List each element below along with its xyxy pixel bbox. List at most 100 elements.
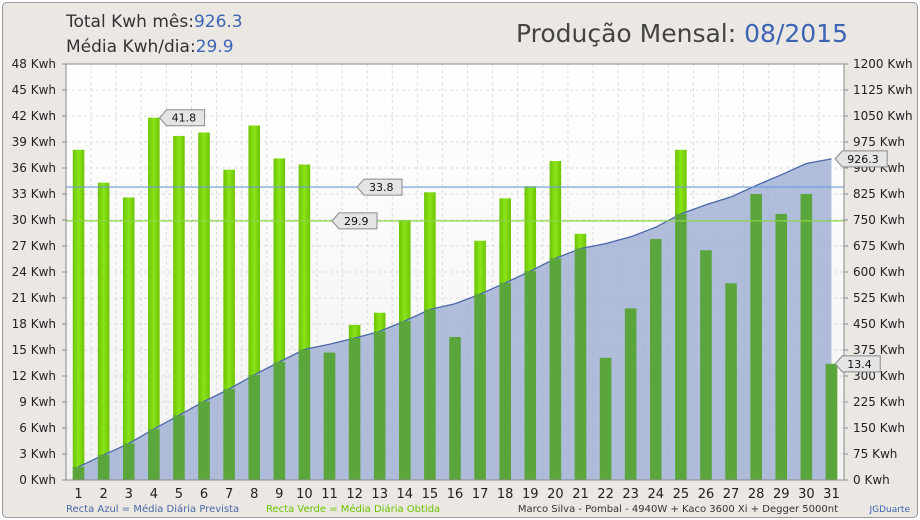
bar-inside-area-day-12 xyxy=(348,338,361,480)
callout-day-31: 13.4 xyxy=(834,355,881,373)
x-tick-label-2: 2 xyxy=(100,487,108,502)
total-kwh-value: 926.3 xyxy=(193,12,243,32)
y-right-tick-label: 975 Kwh xyxy=(853,135,905,149)
bar-inside-area-day-18 xyxy=(499,282,511,480)
y-right-tick-label: 1200 Kwh xyxy=(853,57,913,71)
callout-cumulative-total: 926.3 xyxy=(834,150,888,168)
y-left-tick-label: 18 Kwh xyxy=(12,317,56,331)
y-right-tick-label: 1050 Kwh xyxy=(853,109,913,123)
bar-day-8 xyxy=(248,125,260,481)
bar-inside-area-day-21 xyxy=(574,248,587,480)
x-tick-label-5: 5 xyxy=(175,487,183,502)
bar-inside-area-day-15 xyxy=(424,309,436,480)
bar-day-9 xyxy=(273,158,286,480)
bar-day-1 xyxy=(72,149,85,481)
bar-inside-area-day-27 xyxy=(725,283,737,480)
bars-inside-area xyxy=(72,194,838,480)
legend-blue-line: Recta Azul = Média Diária Prevista xyxy=(66,503,239,515)
bar-day-3 xyxy=(122,197,135,480)
x-tick-label-10: 10 xyxy=(296,487,313,502)
x-tick-label-4: 4 xyxy=(150,487,158,502)
callout-cumulative-total-text: 926.3 xyxy=(847,153,879,166)
bar-inside-area-day-9 xyxy=(273,361,286,480)
x-tick-label-20: 20 xyxy=(547,487,564,502)
x-tick-label-6: 6 xyxy=(200,487,208,502)
bar-day-5 xyxy=(173,135,185,480)
y-left-tick-label: 9 Kwh xyxy=(19,395,56,409)
reference-label-green-text: 29.9 xyxy=(344,215,369,228)
bar-inside-area-day-14 xyxy=(399,320,411,480)
x-tick-label-14: 14 xyxy=(397,487,414,502)
y-left-tick-label: 42 Kwh xyxy=(12,109,56,123)
bar-inside-area-day-22 xyxy=(599,357,612,480)
bar-inside-area-day-23 xyxy=(624,308,637,480)
bar-inside-area-day-8 xyxy=(248,374,260,480)
bar-inside-area-day-16 xyxy=(449,337,461,480)
bar-inside-area-day-20 xyxy=(549,258,562,480)
y-right-tick-label: 750 Kwh xyxy=(853,213,905,227)
y-left-tick-label: 15 Kwh xyxy=(12,343,56,357)
x-tick-label-28: 28 xyxy=(748,487,765,502)
x-tick-label-21: 21 xyxy=(572,487,589,502)
y-left-tick-label: 48 Kwh xyxy=(12,57,56,71)
bar-inside-area-day-1 xyxy=(72,466,85,480)
system-info: Marco Silva - Pombal - 4940W + Kaco 3600… xyxy=(518,504,838,515)
value-callouts: 41.8 13.4 926.3 xyxy=(158,109,888,373)
total-kwh-row: Total Kwh mês:926.3 xyxy=(66,12,243,32)
x-tick-label-24: 24 xyxy=(648,487,665,502)
title-label: Produção Mensal: xyxy=(515,19,737,48)
callout-day-31-text: 13.4 xyxy=(847,358,872,371)
bar-inside-area-day-28 xyxy=(750,194,762,480)
callout-day-4: 41.8 xyxy=(158,109,206,127)
bar-day-2 xyxy=(97,182,110,480)
reference-label-green: 29.9 xyxy=(331,212,378,230)
y-right-tick-label: 525 Kwh xyxy=(853,291,905,305)
credit: JGDuarte xyxy=(868,505,910,515)
callout-day-4-box xyxy=(158,109,206,127)
y-left-tick-label: 6 Kwh xyxy=(19,421,56,435)
callout-day-4-text: 41.8 xyxy=(172,112,197,125)
reference-label-green-box xyxy=(331,212,378,230)
x-tick-label-18: 18 xyxy=(497,487,514,502)
y-right-tick-label: 225 Kwh xyxy=(853,395,905,409)
y-left-tick-label: 36 Kwh xyxy=(12,161,56,175)
y-right-tick-label: 75 Kwh xyxy=(853,447,897,461)
callout-day-31-box xyxy=(834,355,881,373)
x-tick-label-3: 3 xyxy=(125,487,133,502)
y-left-tick-label: 24 Kwh xyxy=(12,265,56,279)
bar-inside-area-day-10 xyxy=(298,349,311,480)
bar-inside-area-day-19 xyxy=(524,271,537,480)
bar-inside-area-day-29 xyxy=(775,213,788,480)
y-left-tick-label: 27 Kwh xyxy=(12,239,56,253)
reference-label-blue: 33.8 xyxy=(356,178,403,196)
bar-inside-area-day-24 xyxy=(650,239,662,480)
x-tick-label-29: 29 xyxy=(773,487,790,502)
y-left-tick-label: 0 Kwh xyxy=(19,473,56,487)
reference-label-blue-box xyxy=(356,178,403,196)
x-tick-label-22: 22 xyxy=(597,487,614,502)
bar-inside-area-day-5 xyxy=(173,415,185,480)
y-left-tick-label: 3 Kwh xyxy=(19,447,56,461)
y-right-tick-label: 1125 Kwh xyxy=(853,83,913,97)
y-axis-right: 0 Kwh 75 Kwh 150 Kwh 225 Kwh 300 Kwh 375 Kwh 4… xyxy=(844,57,913,487)
x-tick-label-15: 15 xyxy=(422,487,439,502)
bar-day-6 xyxy=(198,132,210,480)
x-tick-label-23: 23 xyxy=(622,487,639,502)
media-kwh-row: Média Kwh/dia:29.9 xyxy=(66,37,234,57)
bar-inside-area-day-25 xyxy=(675,213,687,480)
y-right-tick-label: 825 Kwh xyxy=(853,187,905,201)
y-left-tick-label: 33 Kwh xyxy=(12,187,56,201)
x-tick-label-17: 17 xyxy=(472,487,489,502)
media-kwh-value: 29.9 xyxy=(195,37,234,57)
bar-inside-area-day-2 xyxy=(97,454,110,480)
x-tick-label-26: 26 xyxy=(698,487,715,502)
x-tick-label-9: 9 xyxy=(275,487,283,502)
bar-inside-area-day-11 xyxy=(323,352,336,480)
footer: Recta Azul = Média Diária Prevista Recta… xyxy=(66,503,910,515)
y-right-tick-label: 0 Kwh xyxy=(853,473,890,487)
x-axis: 1 2 3 4 5 6 7 8 9 10 11 12 13 14 15 16 17 18 19 20 21 22 23 24 2… xyxy=(74,487,839,502)
x-tick-label-12: 12 xyxy=(346,487,363,502)
media-kwh-label: Média Kwh/dia: xyxy=(66,37,196,57)
y-axis-left: 0 Kwh 3 Kwh 6 Kwh 9 Kwh 12 Kwh 15 Kwh 18 Kwh 21… xyxy=(12,57,66,487)
